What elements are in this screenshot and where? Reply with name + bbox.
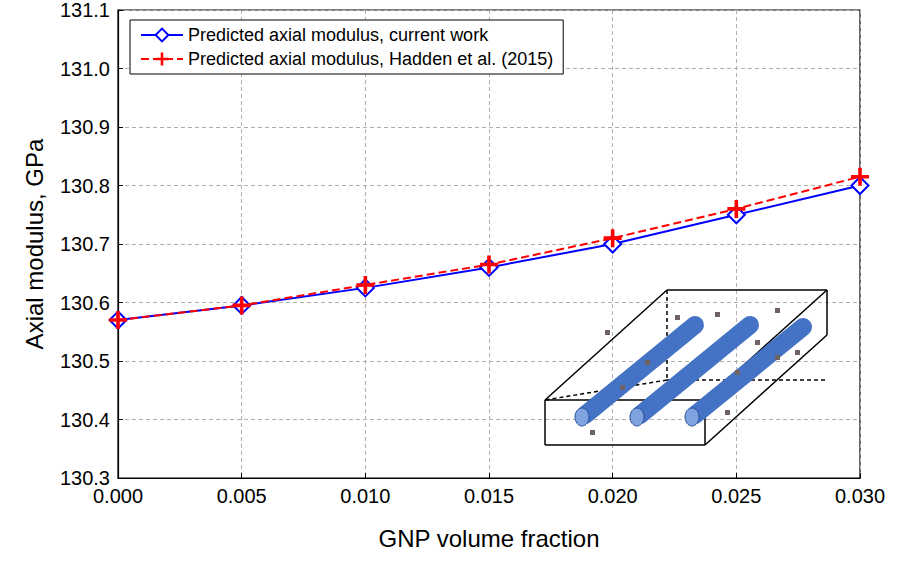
svg-text:GNP volume fraction: GNP volume fraction xyxy=(379,525,600,552)
svg-text:130.5: 130.5 xyxy=(60,350,110,372)
svg-text:Predicted axial modulus, curre: Predicted axial modulus, current work xyxy=(188,25,489,45)
svg-text:131.1: 131.1 xyxy=(60,0,110,21)
svg-text:130.3: 130.3 xyxy=(59,467,110,489)
svg-text:0.010: 0.010 xyxy=(340,485,390,507)
svg-text:130.4: 130.4 xyxy=(60,409,110,431)
svg-text:0.005: 0.005 xyxy=(217,485,267,507)
svg-text:0.000: 0.000 xyxy=(93,485,143,507)
svg-text:Axial modulus, GPa: Axial modulus, GPa xyxy=(21,138,48,349)
svg-text:130.6: 130.6 xyxy=(60,292,110,314)
svg-text:Predicted axial modulus, Hadde: Predicted axial modulus, Hadden et al. (… xyxy=(188,49,553,69)
svg-text:130.7: 130.7 xyxy=(60,233,110,255)
svg-text:0.020: 0.020 xyxy=(588,485,638,507)
svg-text:0.030: 0.030 xyxy=(835,485,885,507)
svg-text:130.9: 130.9 xyxy=(60,116,110,138)
svg-text:0.015: 0.015 xyxy=(464,485,514,507)
svg-text:0.025: 0.025 xyxy=(711,485,761,507)
svg-text:131.0: 131.0 xyxy=(60,58,110,80)
svg-text:130.8: 130.8 xyxy=(60,175,110,197)
